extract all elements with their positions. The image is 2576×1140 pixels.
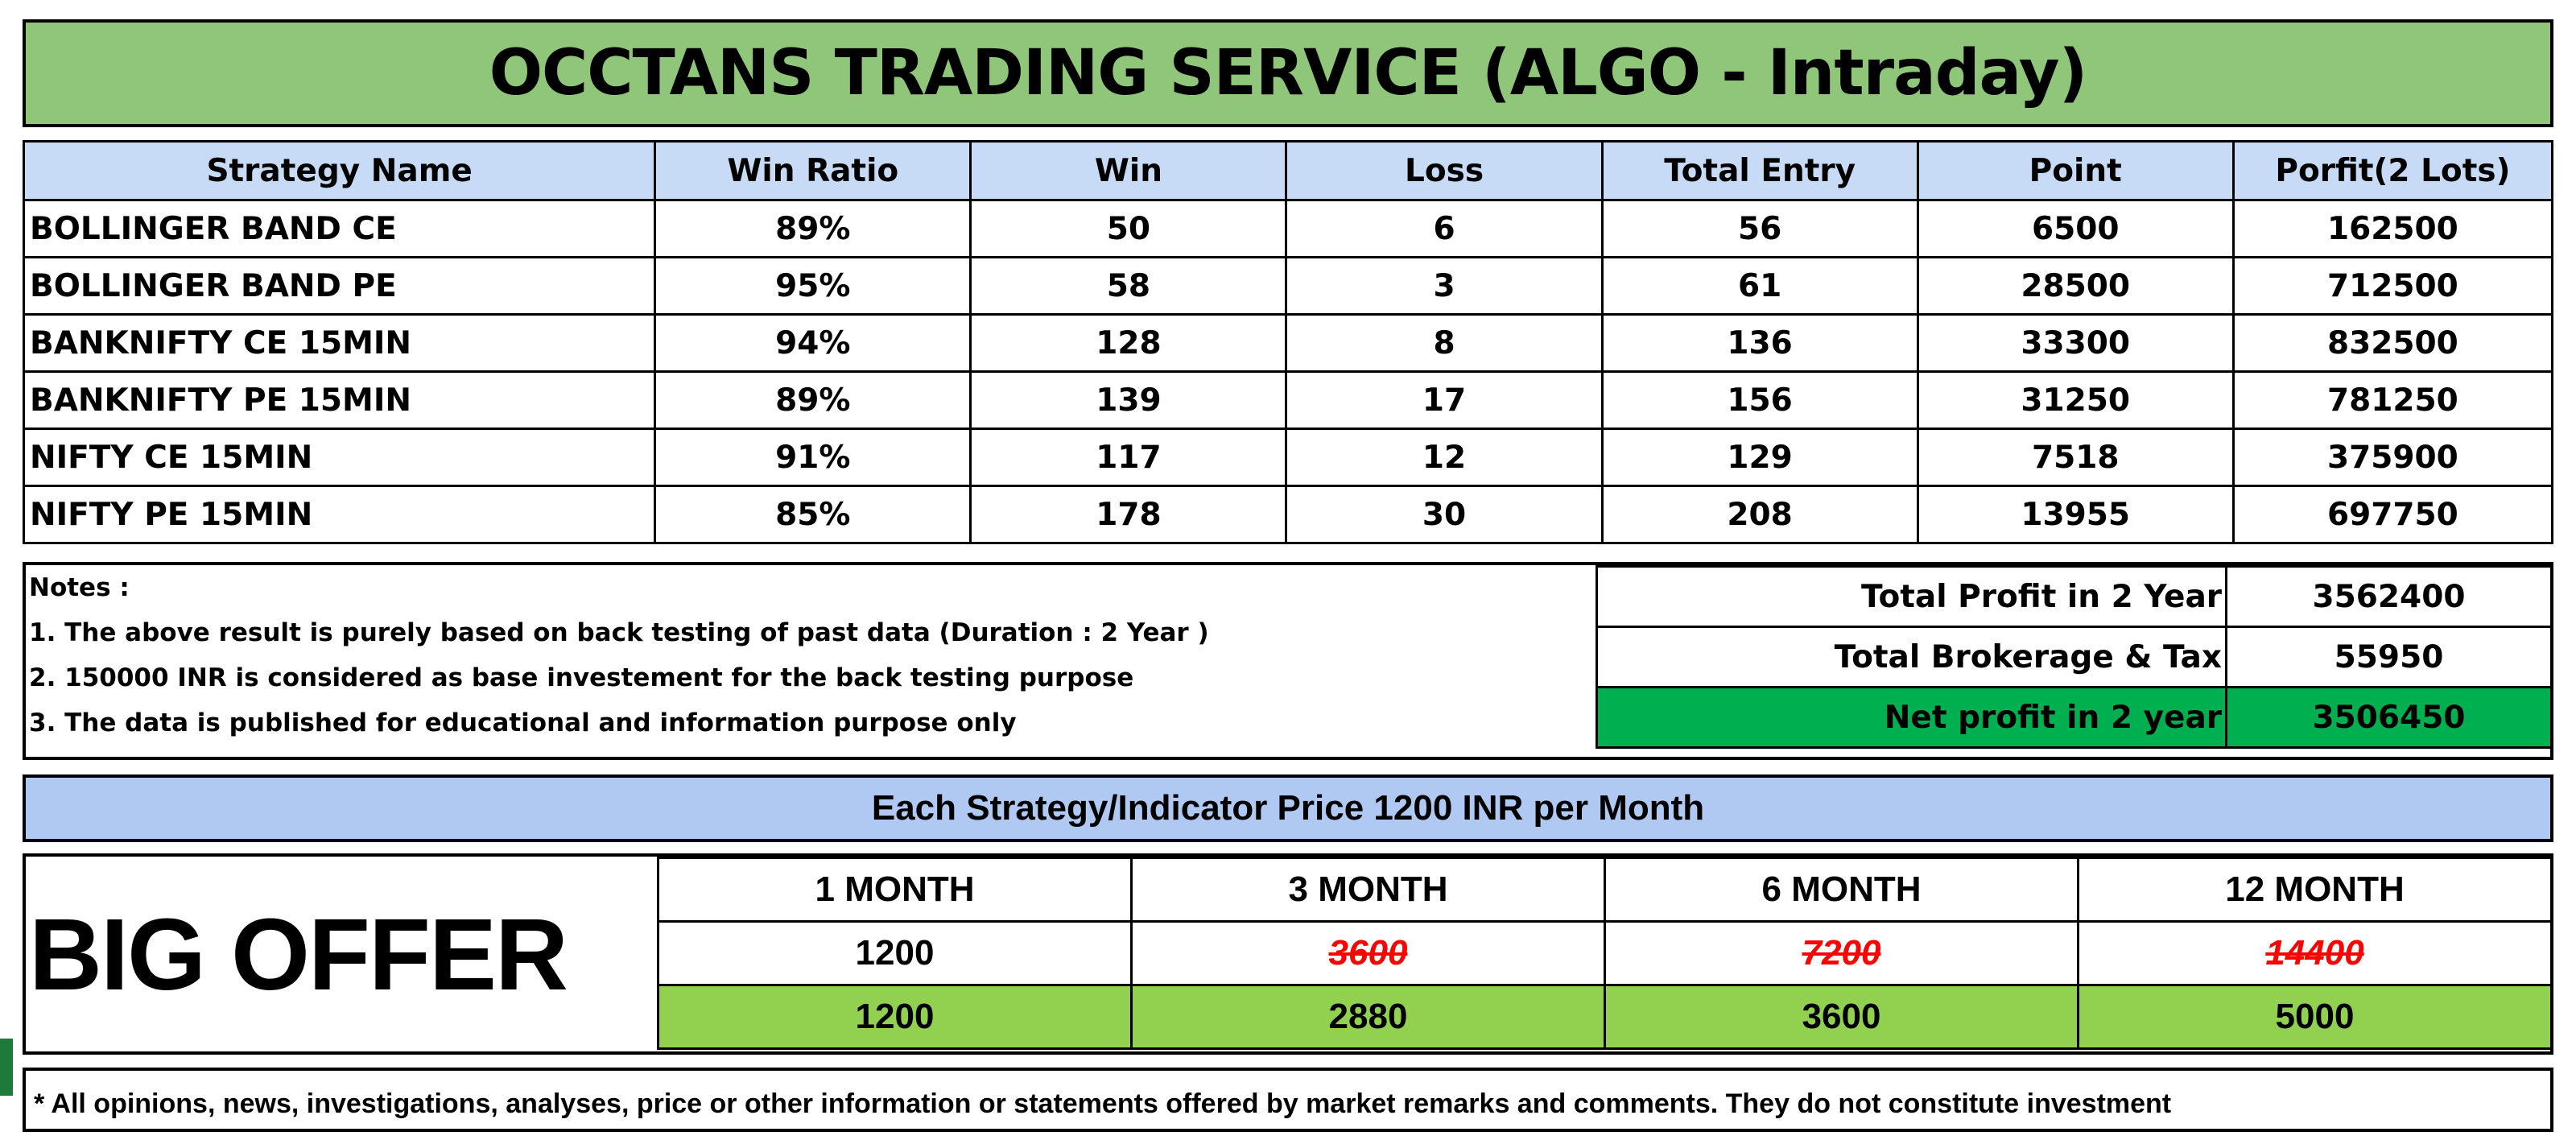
table-cell: 8 <box>1285 313 1604 373</box>
offer-price: 3600 <box>1604 984 2079 1050</box>
page-title: OCCTANS TRADING SERVICE (ALGO - Intraday… <box>23 19 2553 127</box>
edge-marker <box>0 1039 13 1096</box>
column-header: Strategy Name <box>22 140 657 201</box>
table-cell: 17 <box>1285 370 1604 430</box>
column-header: Porfit(2 Lots) <box>2231 140 2554 201</box>
table-cell: 56 <box>1600 199 1919 258</box>
table-cell: 95% <box>654 256 972 316</box>
original-price-row: 1200 3600 7200 14400 <box>657 920 2553 986</box>
plan-duration: 6 MONTH <box>1604 857 2079 923</box>
table-cell: 375900 <box>2231 428 2554 487</box>
disclaimer-text: * All opinions, news, investigations, an… <box>23 1068 2553 1132</box>
table-cell: 89% <box>654 199 972 258</box>
table-cell: 28500 <box>1916 256 2235 316</box>
column-header: Point <box>1916 140 2235 201</box>
column-header: Win <box>969 140 1288 201</box>
table-cell: 33300 <box>1916 313 2235 373</box>
table-cell: 781250 <box>2231 370 2554 430</box>
offer-price-row: 1200 2880 3600 5000 <box>657 984 2553 1050</box>
table-cell: 7518 <box>1916 428 2235 487</box>
strategy-name-cell: BOLLINGER BAND CE <box>22 199 657 258</box>
table-cell: 136 <box>1600 313 1919 373</box>
table-row: BOLLINGER BAND CE 89% 50 6 56 6500 16250… <box>22 199 2554 258</box>
original-price-struck: 7200 <box>1604 920 2079 986</box>
table-cell: 156 <box>1600 370 1919 430</box>
column-header: Win Ratio <box>654 140 972 201</box>
brokerage-row: Total Brokerage & Tax 55950 <box>1596 626 2553 688</box>
table-row: BOLLINGER BAND PE 95% 58 3 61 28500 7125… <box>22 256 2554 316</box>
note-line: 3. The data is published for educational… <box>29 708 1017 737</box>
plan-duration: 12 MONTH <box>2077 857 2553 923</box>
profit-summary: Total Profit in 2 Year 3562400 Total Bro… <box>1596 565 2553 749</box>
brokerage-label: Total Brokerage & Tax <box>1596 626 2227 688</box>
table-cell: 50 <box>969 199 1288 258</box>
strategy-name-cell: BANKNIFTY PE 15MIN <box>22 370 657 430</box>
column-header: Total Entry <box>1600 140 1919 201</box>
price-banner: Each Strategy/Indicator Price 1200 INR p… <box>23 774 2553 842</box>
brokerage-value: 55950 <box>2225 626 2553 688</box>
table-cell: 6 <box>1285 199 1604 258</box>
strategy-table: Strategy Name Win Ratio Win Loss Total E… <box>22 140 2554 544</box>
total-profit-label: Total Profit in 2 Year <box>1596 565 2227 628</box>
table-cell: 832500 <box>2231 313 2554 373</box>
table-cell: 31250 <box>1916 370 2235 430</box>
table-cell: 129 <box>1600 428 1919 487</box>
summary-table: Total Profit in 2 Year 3562400 Total Bro… <box>1596 565 2553 749</box>
table-cell: 61 <box>1600 256 1919 316</box>
strategy-name-cell: NIFTY PE 15MIN <box>22 485 657 544</box>
offer-price: 1200 <box>657 984 1133 1050</box>
big-offer-heading: BIG OFFER <box>29 897 568 1011</box>
total-profit-value: 3562400 <box>2225 565 2553 628</box>
table-cell: 178 <box>969 485 1288 544</box>
table-cell: 85% <box>654 485 972 544</box>
table-cell: 712500 <box>2231 256 2554 316</box>
strategy-name-cell: BOLLINGER BAND PE <box>22 256 657 316</box>
table-cell: 697750 <box>2231 485 2554 544</box>
offer-section: BIG OFFER 1 MONTH 3 MONTH 6 MONTH 12 MON… <box>23 853 2553 1055</box>
notes-text: Notes : 1. The above result is purely ba… <box>29 565 1591 746</box>
table-cell: 58 <box>969 256 1288 316</box>
table-cell: 128 <box>969 313 1288 373</box>
column-header: Loss <box>1285 140 1604 201</box>
plan-duration-row: 1 MONTH 3 MONTH 6 MONTH 12 MONTH <box>657 857 2553 923</box>
table-row: BANKNIFTY CE 15MIN 94% 128 8 136 33300 8… <box>22 313 2554 373</box>
net-profit-row: Net profit in 2 year 3506450 <box>1596 686 2553 749</box>
table-row: BANKNIFTY PE 15MIN 89% 139 17 156 31250 … <box>22 370 2554 430</box>
table-cell: 208 <box>1600 485 1919 544</box>
strategy-name-cell: BANKNIFTY CE 15MIN <box>22 313 657 373</box>
table-cell: 94% <box>654 313 972 373</box>
table-cell: 6500 <box>1916 199 2235 258</box>
original-price-struck: 14400 <box>2077 920 2553 986</box>
table-cell: 139 <box>969 370 1288 430</box>
table-cell: 91% <box>654 428 972 487</box>
table-cell: 117 <box>969 428 1288 487</box>
note-line: 1. The above result is purely based on b… <box>29 618 1209 647</box>
offer-price: 5000 <box>2077 984 2553 1050</box>
plan-duration: 1 MONTH <box>657 857 1133 923</box>
strategy-name-cell: NIFTY CE 15MIN <box>22 428 657 487</box>
table-cell: 12 <box>1285 428 1604 487</box>
original-price: 1200 <box>657 920 1133 986</box>
net-profit-label: Net profit in 2 year <box>1596 686 2227 749</box>
total-profit-row: Total Profit in 2 Year 3562400 <box>1596 565 2553 628</box>
table-cell: 3 <box>1285 256 1604 316</box>
note-line: 2. 150000 INR is considered as base inve… <box>29 663 1134 692</box>
table-header-row: Strategy Name Win Ratio Win Loss Total E… <box>22 140 2554 201</box>
offer-price-table: 1 MONTH 3 MONTH 6 MONTH 12 MONTH 1200 36… <box>657 857 2553 1050</box>
plan-duration: 3 MONTH <box>1130 857 1606 923</box>
spreadsheet: OCCTANS TRADING SERVICE (ALGO - Intraday… <box>22 13 2554 1140</box>
notes-section: Notes : 1. The above result is purely ba… <box>23 562 2553 760</box>
table-cell: 162500 <box>2231 199 2554 258</box>
net-profit-value: 3506450 <box>2225 686 2553 749</box>
notes-heading: Notes : <box>29 573 130 602</box>
offer-price: 2880 <box>1130 984 1606 1050</box>
table-row: NIFTY CE 15MIN 91% 117 12 129 7518 37590… <box>22 428 2554 487</box>
table-row: NIFTY PE 15MIN 85% 178 30 208 13955 6977… <box>22 485 2554 544</box>
table-cell: 89% <box>654 370 972 430</box>
table-cell: 13955 <box>1916 485 2235 544</box>
table-cell: 30 <box>1285 485 1604 544</box>
original-price-struck: 3600 <box>1130 920 1606 986</box>
